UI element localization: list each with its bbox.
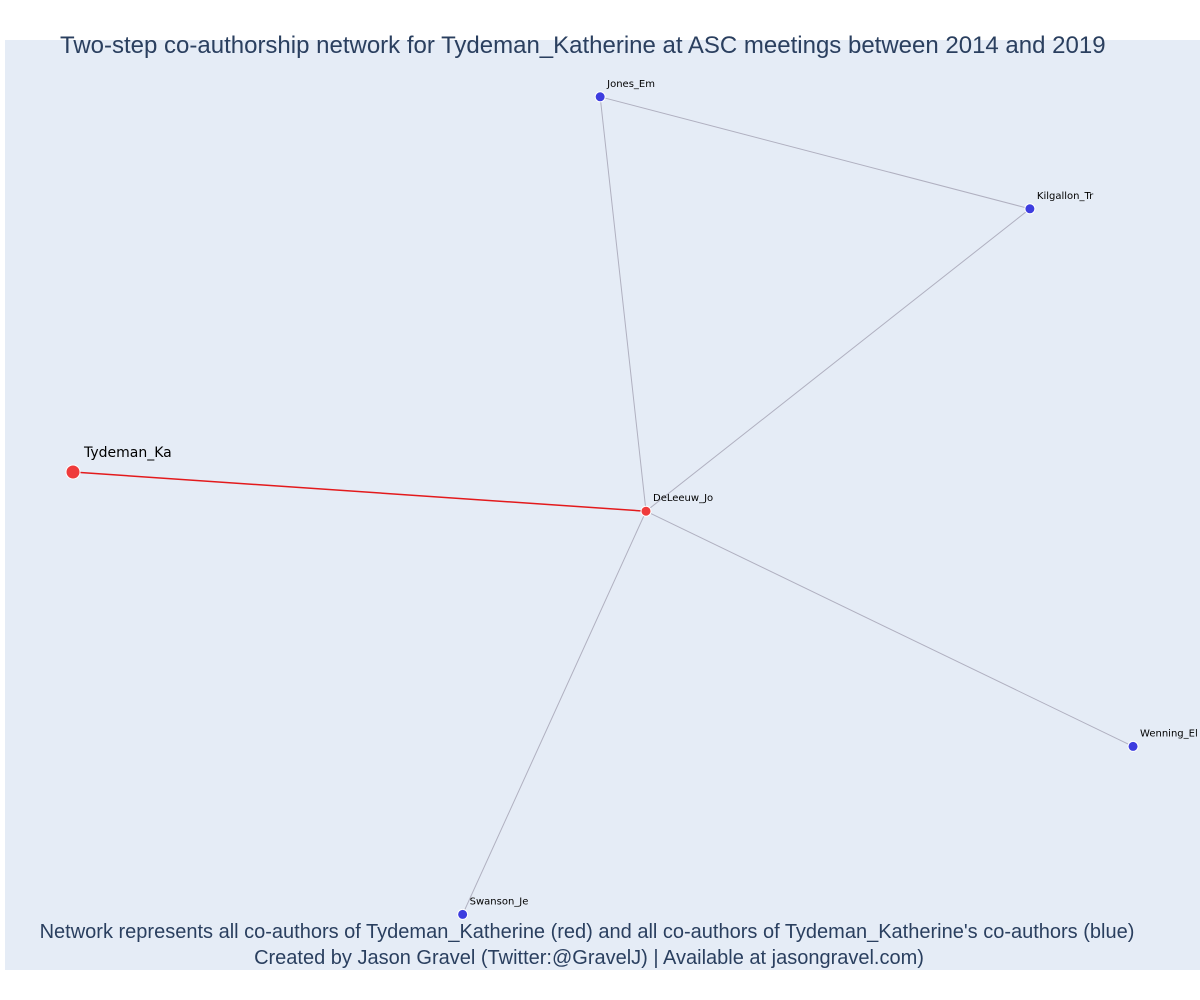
node-label-Wenning_El: Wenning_El xyxy=(1140,728,1198,739)
node-label-Tydeman_Ka: Tydeman_Ka xyxy=(83,445,172,461)
node-Swanson_Je[interactable] xyxy=(457,908,469,920)
node-label-Kilgallon_Tr: Kilgallon_Tr xyxy=(1037,191,1094,202)
caption-line-1: Network represents all co-authors of Tyd… xyxy=(40,921,1135,943)
node-DeLeeuw_Jo[interactable] xyxy=(640,505,652,517)
edge-DeLeeuw_Jo-Wenning_El xyxy=(645,510,1134,747)
nodes-layer xyxy=(65,91,1139,920)
node-Tydeman_Ka[interactable] xyxy=(65,464,81,480)
chart-title: Two-step co-authorship network for Tydem… xyxy=(60,32,1106,59)
node-Jones_Em[interactable] xyxy=(594,91,606,103)
caption-line-2: Created by Jason Gravel (Twitter:@Gravel… xyxy=(254,947,924,969)
node-label-Jones_Em: Jones_Em xyxy=(606,79,655,90)
node-Kilgallon_Tr[interactable] xyxy=(1024,203,1036,215)
plot-area xyxy=(5,40,1200,970)
edge-DeLeeuw_Jo-Jones_Em xyxy=(599,96,647,512)
labels-layer: Tydeman_Ka DeLeeuw_Jo Jones_Em Kilgallon_Tr… xyxy=(83,79,1198,908)
edge-Tydeman_Ka-DeLeeuw_Jo xyxy=(72,471,647,512)
edges-layer xyxy=(72,96,1134,915)
node-label-Swanson_Je: Swanson_Je xyxy=(470,896,529,907)
edge-DeLeeuw_Jo-Swanson_Je xyxy=(462,510,647,915)
edge-Jones_Em-Kilgallon_Tr xyxy=(600,96,1031,210)
node-label-DeLeeuw_Jo: DeLeeuw_Jo xyxy=(653,493,713,504)
edge-DeLeeuw_Jo-Kilgallon_Tr xyxy=(645,208,1031,512)
node-Wenning_El[interactable] xyxy=(1127,740,1139,752)
